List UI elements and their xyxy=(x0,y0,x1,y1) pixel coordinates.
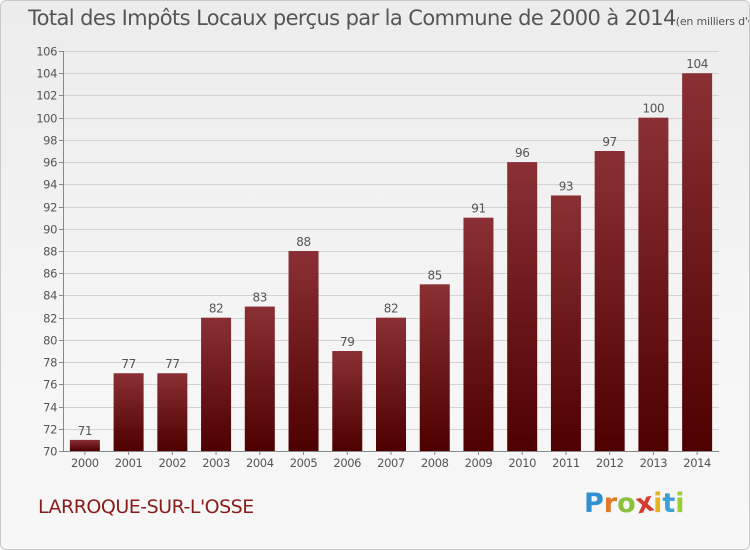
y-tick-label: 100 xyxy=(36,112,57,126)
bar xyxy=(288,251,319,451)
y-tick-label: 72 xyxy=(43,423,57,437)
logo-letter: r xyxy=(603,488,618,519)
y-tick-label: 96 xyxy=(43,156,57,170)
bar xyxy=(376,317,406,451)
x-tick-label: 2012 xyxy=(596,456,624,470)
bar-value-label: 71 xyxy=(78,424,92,438)
bar xyxy=(682,73,713,451)
x-tick-label: 2013 xyxy=(640,456,668,470)
logo-letter: P xyxy=(584,488,604,519)
x-tick-label: 2006 xyxy=(333,456,361,470)
axes xyxy=(59,51,719,455)
bar-value-label: 77 xyxy=(165,357,179,371)
x-tick-label: 2000 xyxy=(71,456,99,470)
bar-value-label: 77 xyxy=(121,357,135,371)
x-tick-label: 2005 xyxy=(290,456,318,470)
bar xyxy=(419,284,450,451)
bars xyxy=(69,73,713,452)
logo-letter: t xyxy=(662,488,676,519)
x-tick-label: 2011 xyxy=(552,456,580,470)
bar xyxy=(113,373,144,451)
x-tick-label: 2002 xyxy=(158,456,186,470)
x-tick-label: 2003 xyxy=(202,456,230,470)
chart-unit: (en milliers d'€) xyxy=(675,15,749,28)
bar-value-label: 85 xyxy=(427,268,441,282)
bar xyxy=(550,195,581,451)
logo-letter: i xyxy=(675,488,685,519)
y-tick-label: 88 xyxy=(43,245,57,259)
bar-value-label: 97 xyxy=(602,135,616,149)
chart-title: Total des Impôts Locaux perçus par la Co… xyxy=(28,6,749,30)
proxiti-logo: Proxiti xyxy=(584,487,685,521)
x-tick-label: 2014 xyxy=(683,456,711,470)
bar xyxy=(157,373,188,451)
bar-value-label: 82 xyxy=(209,302,223,316)
y-tick-label: 104 xyxy=(36,67,57,81)
bar xyxy=(594,151,625,451)
y-tick-label: 84 xyxy=(43,289,57,303)
logo-letter: i xyxy=(653,488,663,519)
y-tick-label: 92 xyxy=(43,201,57,215)
x-tick-label: 2009 xyxy=(465,456,493,470)
y-tick-label: 78 xyxy=(43,356,57,370)
bar-value-label: 83 xyxy=(253,291,267,305)
labels: 70 72 74 76 78 80 82 84 86 88 90 92 94 96 98 100 102 104 1… xyxy=(36,45,711,471)
x-tick-label: 2010 xyxy=(508,456,536,470)
y-tick-label: 74 xyxy=(43,401,57,415)
bar xyxy=(332,351,363,451)
y-tick-label: 106 xyxy=(36,45,57,59)
chart-title-text: Total des Impôts Locaux perçus par la Co… xyxy=(28,6,676,30)
commune-name: LARROQUE-SUR-L'OSSE xyxy=(38,496,254,518)
bar-value-label: 91 xyxy=(471,202,485,216)
y-tick-label: 86 xyxy=(43,267,57,281)
y-tick-label: 90 xyxy=(43,223,57,237)
y-tick-label: 102 xyxy=(36,89,57,103)
bar-value-label: 100 xyxy=(643,102,665,116)
y-tick-label: 76 xyxy=(43,378,57,392)
bar-value-label: 82 xyxy=(384,302,398,316)
x-tick-label: 2007 xyxy=(377,456,405,470)
y-tick-label: 80 xyxy=(43,334,57,348)
bar xyxy=(69,439,100,451)
bar-value-label: 79 xyxy=(340,335,354,349)
bar-value-label: 96 xyxy=(515,146,529,160)
x-tick-label: 2001 xyxy=(115,456,143,470)
logo-letter: o xyxy=(617,488,636,519)
bar xyxy=(244,306,275,451)
x-tick-label: 2004 xyxy=(246,456,274,470)
bar xyxy=(507,162,538,451)
bar-value-label: 104 xyxy=(686,57,708,71)
bar-value-label: 93 xyxy=(559,179,573,193)
bar-value-label: 88 xyxy=(296,235,310,249)
y-tick-label: 94 xyxy=(43,178,57,192)
y-tick-label: 98 xyxy=(43,134,57,148)
bar xyxy=(638,117,669,452)
y-tick-label: 70 xyxy=(43,445,57,459)
x-tick-label: 2008 xyxy=(421,456,449,470)
bar xyxy=(463,217,494,451)
y-tick-label: 82 xyxy=(43,312,57,326)
bar xyxy=(201,317,232,451)
